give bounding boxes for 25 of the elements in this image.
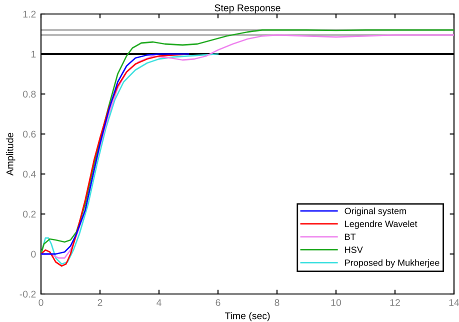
y-tick-label: 1.2 [23,10,36,18]
y-tick-label: 0.2 [23,210,36,218]
y-tick-label: 0.6 [23,130,36,138]
x-tick-label: 8 [274,299,280,306]
x-tick-label: 10 [331,299,342,306]
legend-label: BT [345,234,356,240]
y-tick-label: 0.4 [23,170,36,178]
legend-label: Original system [344,208,406,216]
x-tick-label: 6 [216,299,220,306]
y-tick-label: 0 [31,250,36,258]
y-tick-label: -0.2 [20,290,36,298]
x-tick-label: 12 [390,299,400,306]
legend-label: HSV [345,246,363,253]
y-tick-label: 0.8 [23,90,36,98]
legend-label: Proposed by Mukherjee [345,259,440,268]
x-axis-title: Time (sec) [224,312,270,322]
x-tick-label: 14 [449,299,459,306]
y-axis-title: Amplitude [6,132,16,176]
y-tick-label: 1 [31,50,36,58]
x-tick-label: 4 [156,299,162,306]
line-series [41,53,219,265]
x-tick-label: 2 [98,299,102,306]
chart-title: Step Response [214,4,280,14]
x-tick-label: 0 [38,299,44,306]
legend-label: Legendre Wavelet [345,220,418,229]
